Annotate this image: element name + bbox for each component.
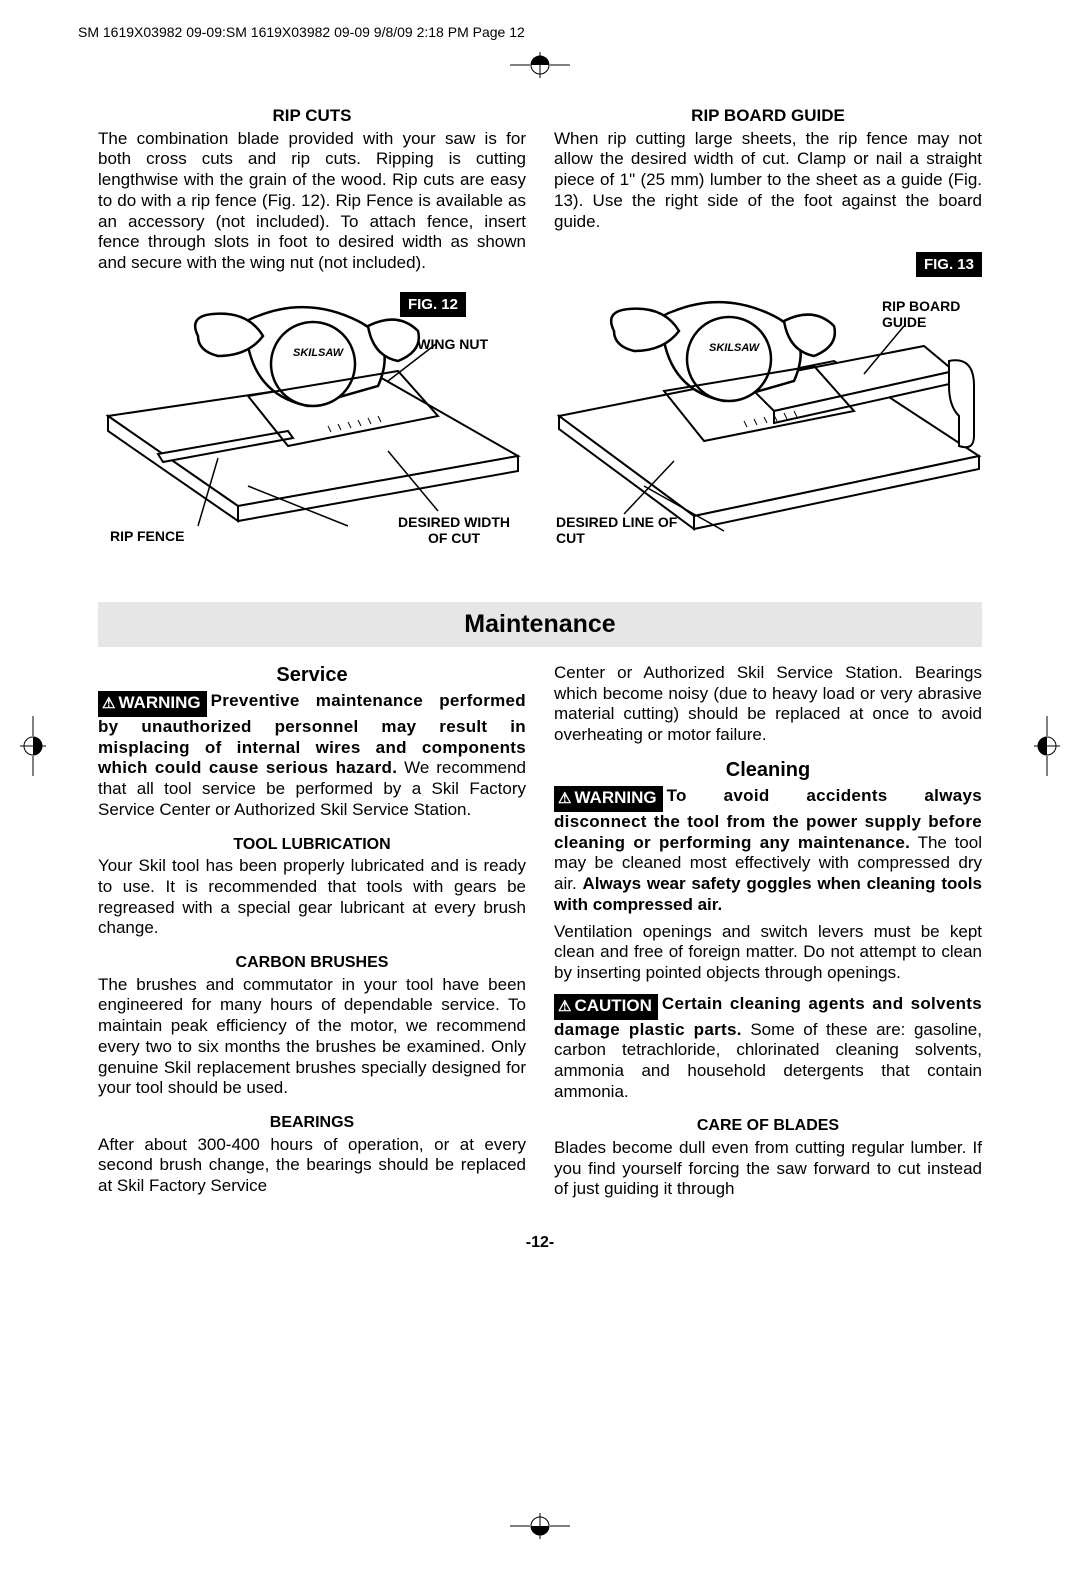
svg-text:SKILSAW: SKILSAW	[709, 342, 761, 354]
print-header: SM 1619X03982 09-09:SM 1619X03982 09-09 …	[78, 24, 525, 40]
cleaning-heading: Cleaning	[554, 758, 982, 782]
carbon-brushes-heading: CARBON BRUSHES	[98, 953, 526, 973]
warning-triangle-icon: ⚠	[558, 790, 571, 807]
ripcuts-title: RIP CUTS	[98, 106, 526, 127]
regmark-right-icon	[1032, 716, 1062, 776]
fig13-tag: FIG. 13	[916, 252, 982, 277]
bearings-heading: BEARINGS	[98, 1113, 526, 1133]
carbon-brushes-body: The brushes and commutator in your tool …	[98, 975, 526, 1099]
fig12-illustration-icon: SKILSAW	[98, 286, 526, 546]
ripcuts-body: The combination blade provided with your…	[98, 129, 526, 274]
fig13-illustration-icon: SKILSAW	[554, 286, 982, 546]
caution-label: CAUTION	[574, 996, 651, 1015]
regmark-bottom-icon	[510, 1511, 570, 1541]
warning-badge: ⚠WARNING	[554, 786, 663, 812]
service-heading: Service	[98, 663, 526, 687]
warning-label: WARNING	[574, 788, 656, 807]
bearings-continuation: Center or Authorized Skil Service Statio…	[554, 663, 982, 746]
regmark-top-icon	[510, 50, 570, 80]
svg-text:SKILSAW: SKILSAW	[293, 347, 345, 359]
warning-badge: ⚠WARNING	[98, 691, 207, 717]
ripboard-body: When rip cutting large sheets, the rip f…	[554, 129, 982, 233]
regmark-left-icon	[18, 716, 48, 776]
warning-triangle-icon: ⚠	[558, 998, 571, 1015]
figure-12: FIG. 12 WING NUT DESIRED WIDTH OF CUT RI…	[98, 286, 526, 546]
page-content: RIP CUTS The combination blade provided …	[98, 106, 982, 1252]
care-of-blades-heading: CARE OF BLADES	[554, 1116, 982, 1136]
ripboard-title: RIP BOARD GUIDE	[554, 106, 982, 127]
cleaning-warn-tail: Always wear safety goggles when cleaning…	[554, 874, 982, 914]
bearings-body: After about 300-400 hours of operation, …	[98, 1135, 526, 1197]
ventilation-body: Ventilation openings and switch levers m…	[554, 922, 982, 984]
tool-lubrication-heading: TOOL LUBRICATION	[98, 835, 526, 855]
figure-13: FIG. 13 RIP BOARD GUIDE DESIRED LINE OF …	[554, 286, 982, 546]
warning-label: WARNING	[118, 693, 200, 712]
care-of-blades-body: Blades become dull even from cutting reg…	[554, 1138, 982, 1200]
maintenance-heading: Maintenance	[98, 602, 982, 647]
warning-triangle-icon: ⚠	[102, 695, 115, 712]
tool-lubrication-body: Your Skil tool has been properly lubrica…	[98, 856, 526, 939]
caution-badge: ⚠CAUTION	[554, 994, 658, 1020]
page-number: -12-	[98, 1234, 982, 1252]
